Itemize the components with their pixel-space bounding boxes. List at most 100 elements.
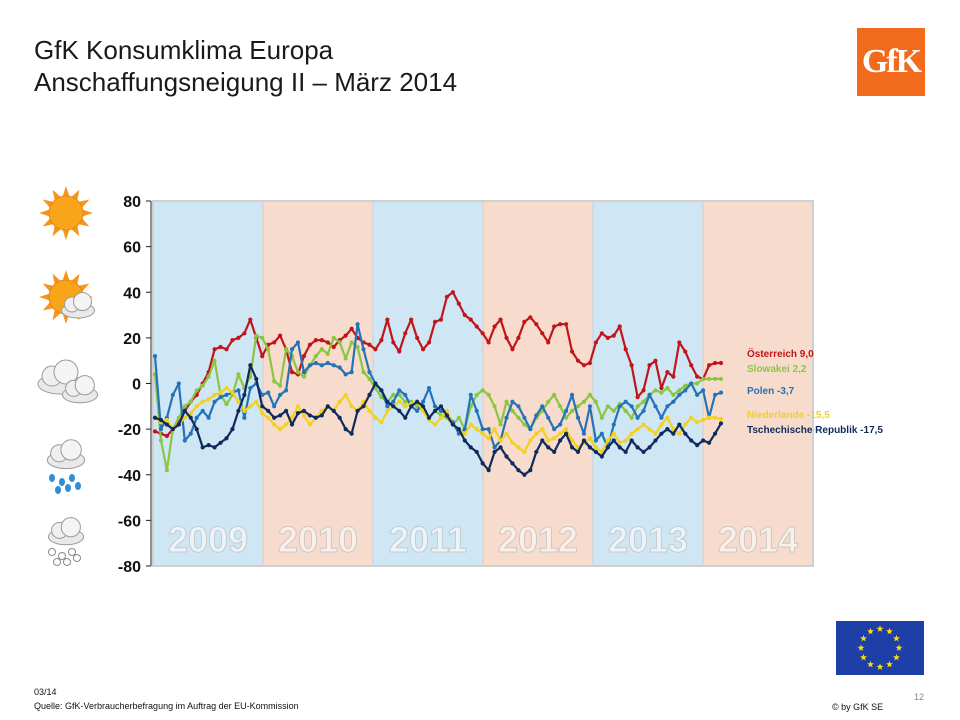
series-point xyxy=(254,333,259,338)
series-point xyxy=(278,413,283,418)
y-tick-label: -80 xyxy=(118,559,141,576)
series-point xyxy=(516,468,521,473)
series-point xyxy=(480,431,485,436)
series-point xyxy=(230,390,235,395)
series-point xyxy=(516,404,521,409)
series-point xyxy=(677,422,682,427)
series-point xyxy=(701,376,706,382)
series-point xyxy=(421,404,426,409)
series-point xyxy=(295,411,301,416)
series-point xyxy=(587,445,593,450)
snowflake xyxy=(73,554,81,562)
eu-star xyxy=(876,625,884,632)
series-point xyxy=(260,354,265,359)
series-point xyxy=(212,392,217,398)
series-point xyxy=(671,374,676,379)
series-point xyxy=(569,438,575,443)
cloud-part xyxy=(74,375,95,396)
series-point xyxy=(242,331,247,336)
series-line-Österreich xyxy=(154,291,721,438)
series-point xyxy=(349,431,354,436)
cloud-part xyxy=(60,517,81,538)
series-point xyxy=(563,431,569,436)
series-point xyxy=(212,347,217,352)
eu-star xyxy=(860,634,867,642)
series-point xyxy=(522,449,527,455)
series-point xyxy=(611,333,616,338)
series-point xyxy=(188,411,193,416)
series-point xyxy=(325,351,330,356)
series-point xyxy=(367,369,372,375)
series-point xyxy=(712,360,718,366)
series-point xyxy=(242,392,247,398)
series-point xyxy=(158,427,164,432)
series-point xyxy=(540,427,545,432)
series-point xyxy=(230,338,235,343)
series-point xyxy=(206,415,211,420)
series-point xyxy=(188,399,193,404)
series-point xyxy=(534,449,539,455)
series-point xyxy=(158,417,164,423)
copyright: © by GfK SE xyxy=(832,702,884,712)
series-point xyxy=(718,390,724,395)
series-point xyxy=(260,335,265,340)
series-point xyxy=(695,374,700,379)
series-point xyxy=(522,472,527,477)
series-point xyxy=(337,365,342,370)
series-point xyxy=(504,335,509,340)
series-point xyxy=(313,338,318,343)
y-tick-label: -20 xyxy=(118,422,141,439)
series-point xyxy=(701,438,706,443)
series-point xyxy=(200,383,205,388)
series-point xyxy=(170,427,175,432)
series-point xyxy=(689,363,694,368)
series-point xyxy=(313,415,318,420)
series-point xyxy=(462,312,467,318)
series-point xyxy=(641,408,646,413)
eu-star xyxy=(886,660,893,668)
series-point xyxy=(301,413,307,418)
series-point xyxy=(367,392,372,398)
series-point xyxy=(528,468,533,473)
series-point xyxy=(718,360,724,366)
series-point xyxy=(260,404,265,409)
series-point xyxy=(641,422,646,427)
series-point xyxy=(468,445,473,450)
series-point xyxy=(212,358,217,363)
series-point xyxy=(385,317,390,322)
series-point xyxy=(325,404,330,409)
series-point xyxy=(575,358,581,363)
series-point xyxy=(671,392,676,398)
year-label: 2011 xyxy=(389,519,467,560)
series-point xyxy=(474,449,479,455)
series-point xyxy=(361,404,366,409)
sun-ray xyxy=(62,270,70,281)
series-point xyxy=(695,420,700,425)
series-point xyxy=(248,363,253,368)
series-point xyxy=(683,388,688,393)
y-tick-label: 60 xyxy=(123,240,141,257)
series-point xyxy=(391,404,396,409)
series-point xyxy=(599,431,604,436)
series-point xyxy=(385,408,390,413)
series-point xyxy=(635,395,640,400)
series-point xyxy=(176,381,181,386)
series-point xyxy=(331,335,336,340)
series-point xyxy=(629,415,634,420)
eu-star xyxy=(867,660,874,668)
series-point xyxy=(683,383,688,388)
series-point xyxy=(403,399,408,404)
series-point xyxy=(272,379,277,384)
series-point xyxy=(569,408,575,413)
series-point xyxy=(492,404,497,409)
series-point xyxy=(534,431,539,436)
series-point xyxy=(152,354,158,359)
series-point xyxy=(224,347,229,352)
series-point xyxy=(236,399,241,404)
series-point xyxy=(683,422,688,427)
series-point xyxy=(164,417,170,423)
series-point xyxy=(266,408,271,413)
page-title: GfK Konsumklima Europa Anschaffungsneigu… xyxy=(34,34,457,98)
series-point xyxy=(331,344,336,350)
